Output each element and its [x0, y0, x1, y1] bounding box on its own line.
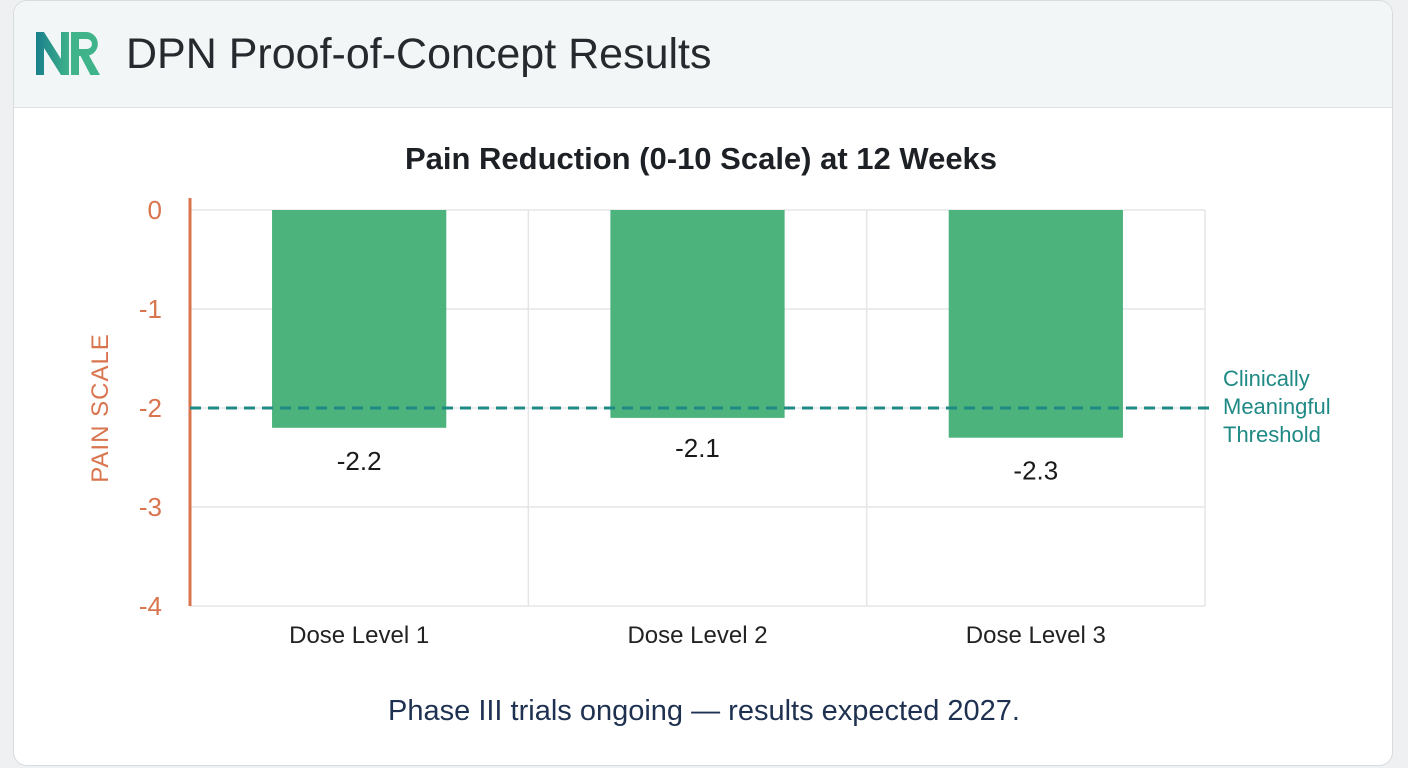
bar-dose-level-3 [948, 210, 1123, 438]
y-axis-label: PAIN SCALE [87, 333, 114, 483]
chart-title: Pain Reduction (0-10 Scale) at 12 Weeks [405, 141, 997, 176]
data-label: -2.2 [337, 446, 382, 476]
y-tick-label: -4 [139, 591, 162, 621]
header-bar: DPN Proof-of-Concept Results [14, 1, 1392, 108]
y-axis [188, 198, 1211, 606]
y-tick-label: -1 [139, 294, 162, 324]
bar-dose-level-1 [272, 210, 447, 428]
bars [272, 210, 1123, 438]
threshold-label-line: Meaningful [1223, 394, 1331, 419]
app-title: DPN Proof-of-Concept Results [126, 30, 712, 78]
bar-dose-level-2 [610, 210, 785, 418]
footer-note: Phase III trials ongoing — results expec… [388, 695, 1020, 727]
threshold-label-line: Clinically [1223, 366, 1310, 391]
threshold-label: Clinically Meaningful Threshold [1223, 366, 1331, 447]
data-label: -2.3 [1013, 456, 1058, 486]
x-category-label: Dose Level 2 [627, 622, 767, 649]
labels: 0 -1 -2 -3 -4 -2.2 Dose Level 1 -2.1 Dose Level … [139, 195, 1331, 649]
y-tick-label: 0 [148, 195, 162, 225]
nr-logo [36, 32, 100, 75]
threshold-label-line: Threshold [1223, 422, 1321, 447]
results-card: DPN Proof-of-Concept Results [13, 0, 1393, 766]
y-tick-label: -2 [139, 393, 162, 423]
data-label: -2.1 [675, 433, 720, 463]
x-category-label: Dose Level 3 [966, 622, 1106, 649]
y-tick-label: -3 [139, 492, 162, 522]
x-category-label: Dose Level 1 [289, 622, 429, 649]
